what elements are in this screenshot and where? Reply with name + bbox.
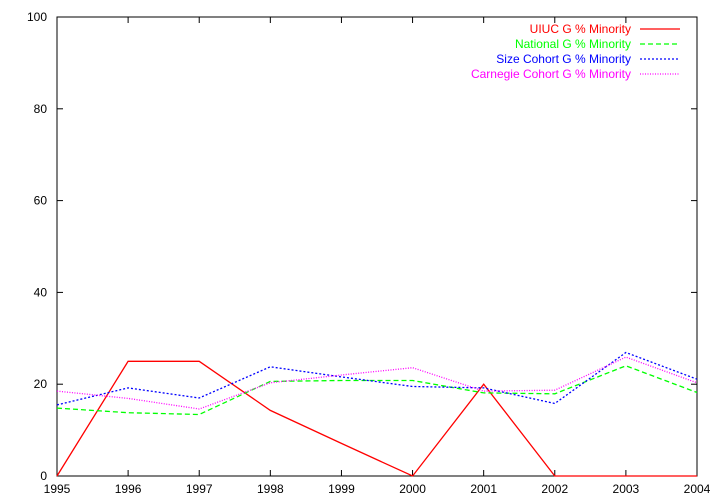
y-tick-label: 20 bbox=[34, 377, 48, 391]
legend-label-4: Carnegie Cohort G % Minority bbox=[471, 67, 631, 81]
series-line-1 bbox=[56, 360, 697, 477]
y-tick-label: 0 bbox=[40, 469, 47, 483]
y-tick-label: 60 bbox=[34, 194, 48, 208]
series-line-3 bbox=[56, 351, 698, 406]
legend-label-2: National G % Minority bbox=[515, 37, 631, 51]
x-tick-label: 2004 bbox=[684, 482, 711, 496]
x-tick-label: 2003 bbox=[613, 482, 640, 496]
x-tick-label: 2002 bbox=[541, 482, 568, 496]
legend-label-3: Size Cohort G % Minority bbox=[496, 52, 631, 66]
x-tick-label: 2000 bbox=[399, 482, 426, 496]
x-tick-label: 1996 bbox=[115, 482, 142, 496]
y-tick-label: 40 bbox=[34, 285, 48, 299]
plot-border bbox=[56, 16, 698, 477]
x-tick-label: 1997 bbox=[186, 482, 213, 496]
x-tick-label: 1995 bbox=[44, 482, 71, 496]
x-tick-label: 1999 bbox=[328, 482, 355, 496]
x-tick-label: 1998 bbox=[257, 482, 284, 496]
legend-label-1: UIUC G % Minority bbox=[530, 22, 631, 36]
x-tick-label: 2001 bbox=[470, 482, 497, 496]
y-tick-label: 100 bbox=[27, 10, 47, 24]
series-line-4 bbox=[56, 356, 698, 410]
y-tick-label: 80 bbox=[34, 102, 48, 116]
series-line-2 bbox=[56, 365, 698, 416]
